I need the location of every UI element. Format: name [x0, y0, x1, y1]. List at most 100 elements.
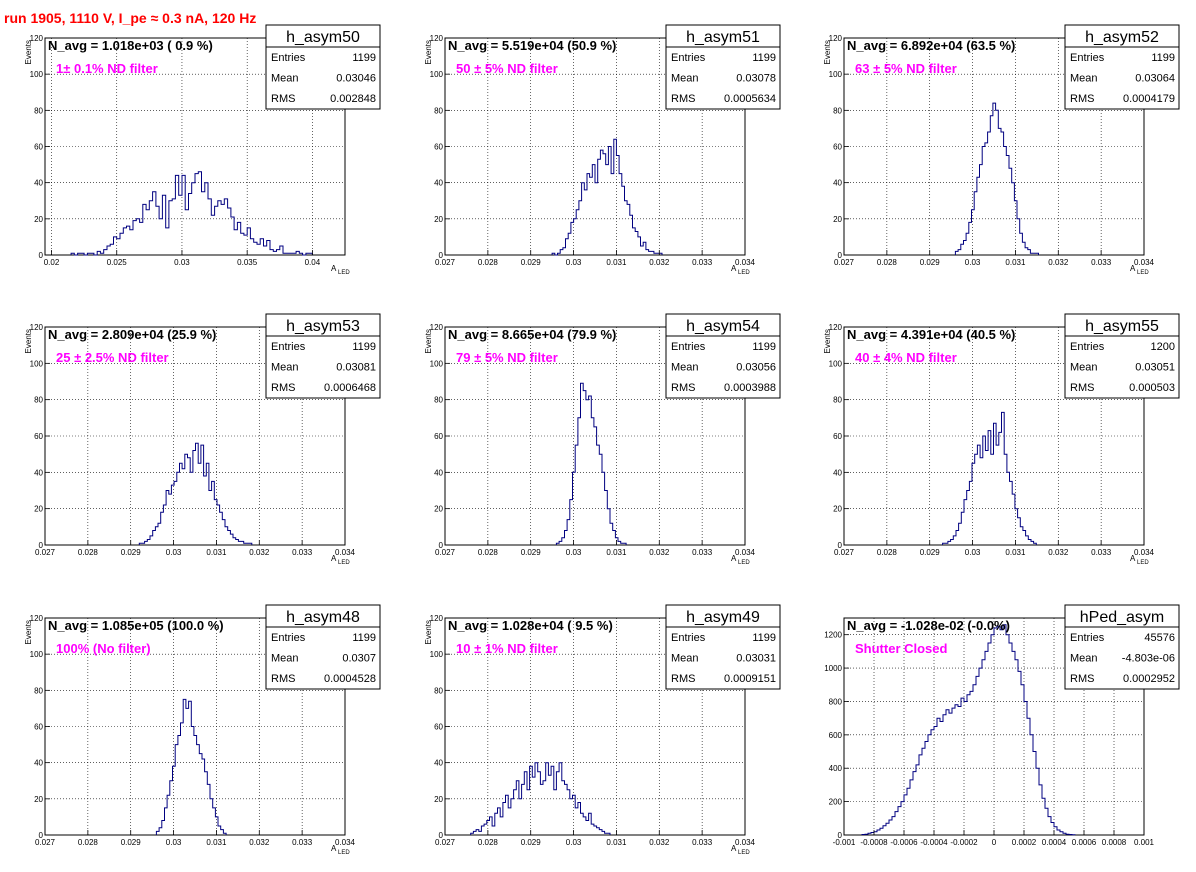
y-tick-label: 100 [430, 70, 444, 79]
y-tick-label: 40 [34, 468, 43, 477]
y-tick-label: 40 [833, 179, 842, 188]
x-tick-label: -0.0002 [950, 838, 978, 847]
stat-value: 1199 [352, 52, 376, 64]
stat-key: RMS [671, 673, 695, 685]
x-tick-label: 0.03 [174, 258, 190, 267]
x-tick-label: 0.029 [521, 548, 542, 557]
x-tick-label: 0.027 [435, 548, 456, 557]
y-tick-label: 0 [439, 251, 444, 260]
y-axis-label: Events [424, 620, 433, 644]
navg-label: N_avg = 1.085e+05 (100.0 %) [48, 618, 224, 633]
stat-value: 0.0004179 [1123, 93, 1175, 105]
y-tick-label: 120 [829, 34, 843, 43]
stat-value: 0.03046 [336, 73, 376, 85]
histogram-pad: 0.027 0.028 0.029 0.03 0.031 0.032 0.033 0.034 0… [823, 24, 1180, 276]
y-tick-label: 60 [34, 432, 43, 441]
stat-key: RMS [271, 382, 295, 394]
x-tick-label: 0.03 [566, 548, 582, 557]
x-tick-label: 0.001 [1134, 838, 1155, 847]
stat-key: Entries [1070, 341, 1105, 353]
y-tick-label: 0 [39, 541, 44, 550]
histogram-name: h_asym53 [286, 318, 360, 335]
stat-key: RMS [1070, 382, 1094, 394]
stats-box [665, 46, 781, 110]
stat-value: 1199 [752, 341, 776, 353]
x-axis-label-subscript: LED [338, 850, 350, 856]
x-axis-label: A [1130, 554, 1136, 563]
stats-box [665, 335, 781, 399]
stat-key: RMS [271, 93, 295, 105]
x-tick-label: 0.034 [1134, 548, 1155, 557]
y-tick-label: 100 [30, 359, 44, 368]
x-tick-label: 0.03 [965, 548, 981, 557]
stat-key: Mean [271, 653, 299, 665]
x-tick-label: 0.031 [206, 838, 227, 847]
histogram-name: h_asym50 [286, 29, 360, 46]
histogram-pads: 0.02 0.025 0.03 0.035 0.04020406080100120Eve… [24, 24, 1180, 856]
filter-annotation: 63 ± 5% ND filter [855, 61, 957, 76]
histogram-series [155, 698, 227, 835]
y-tick-label: 60 [833, 143, 842, 152]
x-tick-label: 0.035 [237, 258, 258, 267]
y-tick-label: 0 [838, 251, 843, 260]
x-tick-label: 0.032 [249, 548, 270, 557]
filter-annotation: 79 ± 5% ND filter [456, 350, 558, 365]
y-tick-label: 60 [34, 143, 43, 152]
x-axis-label: A [731, 844, 737, 853]
x-tick-label: 0.028 [478, 548, 499, 557]
y-tick-label: 100 [430, 359, 444, 368]
filter-annotation: Shutter Closed [855, 641, 948, 656]
stat-key: Entries [671, 341, 706, 353]
filter-annotation: 1± 0.1% ND filter [56, 61, 158, 76]
filter-annotation: 100% (No filter) [56, 641, 151, 656]
navg-label: N_avg = 5.519e+04 (50.9 %) [448, 38, 616, 53]
x-tick-label: 0.029 [121, 548, 142, 557]
x-tick-label: 0.03 [965, 258, 981, 267]
x-tick-label: 0.031 [606, 838, 627, 847]
x-tick-label: 0.029 [521, 838, 542, 847]
y-tick-label: 120 [829, 323, 843, 332]
stat-value: 45576 [1144, 632, 1175, 644]
x-axis-label-subscript: LED [338, 560, 350, 566]
y-tick-label: 60 [434, 723, 443, 732]
y-tick-label: 0 [838, 831, 843, 840]
x-tick-label: 0.032 [1048, 548, 1069, 557]
y-tick-label: 80 [833, 396, 842, 405]
stats-box [265, 46, 381, 110]
x-tick-label: 0.033 [292, 548, 313, 557]
x-tick-label: 0.029 [920, 548, 941, 557]
histogram-series [551, 138, 663, 256]
y-tick-label: 100 [829, 70, 843, 79]
stat-key: Mean [671, 362, 699, 374]
x-tick-label: 0.029 [521, 258, 542, 267]
stat-key: RMS [671, 382, 695, 394]
y-tick-label: 120 [30, 323, 44, 332]
stat-value: 0.002848 [330, 93, 376, 105]
x-tick-label: 0.028 [478, 838, 499, 847]
x-tick-label: 0.032 [649, 838, 670, 847]
x-tick-label: 0.032 [1048, 258, 1069, 267]
histogram-pad: 0.027 0.028 0.029 0.03 0.031 0.032 0.033 0.034 0… [24, 604, 381, 856]
x-axis-label-subscript: LED [738, 850, 750, 856]
x-tick-label: 0.034 [335, 548, 356, 557]
x-tick-label: -0.0008 [860, 838, 888, 847]
stat-key: Entries [671, 632, 706, 644]
navg-label: N_avg = 6.892e+04 (63.5 %) [847, 38, 1015, 53]
histogram-series [942, 411, 1037, 545]
stat-value: 0.0003988 [724, 382, 776, 394]
x-tick-label: 0.03 [566, 838, 582, 847]
stat-value: 0.0009151 [724, 673, 776, 685]
stat-key: Entries [271, 632, 306, 644]
histogram-name: h_asym49 [686, 609, 760, 626]
x-tick-label: -0.0004 [920, 838, 948, 847]
y-axis-label: Events [424, 329, 433, 353]
navg-label: N_avg = 1.018e+03 ( 0.9 %) [48, 38, 213, 53]
x-tick-label: 0.0006 [1072, 838, 1097, 847]
stats-box [265, 335, 381, 399]
x-tick-label: 0.032 [649, 548, 670, 557]
filter-annotation: 40 ± 4% ND filter [855, 350, 957, 365]
y-tick-label: 120 [430, 34, 444, 43]
filter-annotation: 25 ± 2.5% ND filter [56, 350, 169, 365]
x-tick-label: 0.034 [1134, 258, 1155, 267]
x-tick-label: 0.03 [166, 838, 182, 847]
